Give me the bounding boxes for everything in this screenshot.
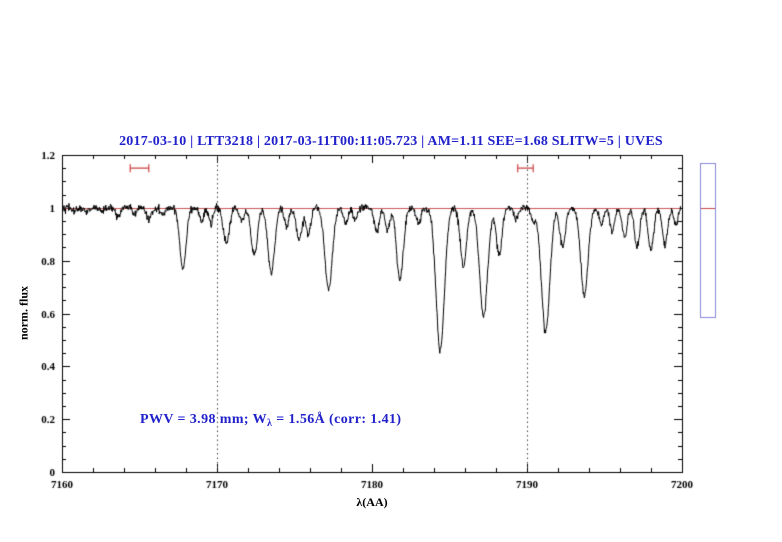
x-axis-label: λ(AA) bbox=[356, 495, 388, 509]
y-axis-label: norm. flux bbox=[16, 286, 31, 340]
pwv-annotation-subscript: λ bbox=[267, 418, 273, 429]
pwv-annotation-prefix: PWV = 3.98 mm; W bbox=[140, 412, 268, 427]
chart-title: 2017-03-10 | LTT3218 | 2017-03-11T00:11:… bbox=[119, 134, 663, 149]
pwv-annotation-suffix: = 1.56Å (corr: 1.41) bbox=[272, 412, 402, 427]
pwv-annotation: PWV = 3.98 mm; Wλ = 1.56Å (corr: 1.41) bbox=[140, 412, 401, 429]
